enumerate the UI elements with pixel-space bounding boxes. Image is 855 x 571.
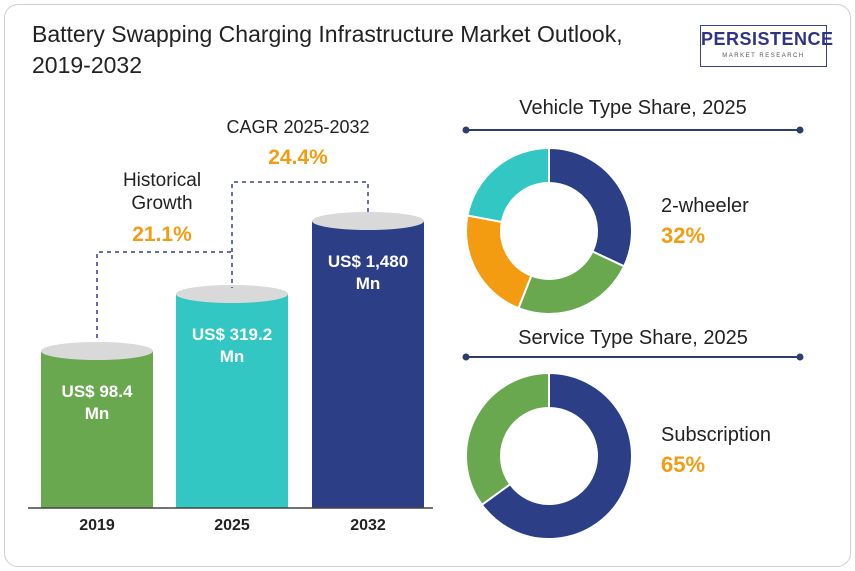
bar-value-label: US$ 319.2 [192,325,272,344]
bar-value-unit: Mn [356,274,381,293]
donut-title: Vehicle Type Share, 2025 [519,97,747,119]
bar-value-label: US$ 98.4 [62,382,133,401]
cagr-value: 24.4% [268,146,328,169]
historical-growth-label-2: Growth [131,193,192,214]
x-tick-label: 2019 [79,517,115,534]
bar-2032 [312,221,424,508]
bar-cap-2019 [41,342,153,360]
donut-callout-label: 2-wheeler [661,195,749,217]
bar-value-unit: Mn [85,404,110,423]
donut-callout-label: Subscription [661,424,771,446]
underline-dot-right [796,126,804,134]
donut-slice-0 [548,146,633,268]
underline-dot-left [462,126,470,134]
bar-2025 [176,294,288,508]
underline-dot-right [796,353,804,361]
donut-slice-1 [465,371,550,507]
historical-growth-value: 21.1% [132,223,192,246]
donut-slice-1 [517,250,626,315]
bar-2019 [41,351,153,508]
x-tick-label: 2025 [214,517,250,534]
donut-callout-value: 65% [661,452,705,477]
logo-tagline: MARKET RESEARCH [722,53,805,59]
historical-growth-label: Historical [123,170,201,191]
bar-value-unit: Mn [220,347,245,366]
page-title: Battery Swapping Charging Infrastructure… [32,21,623,78]
bar-cap-2032 [312,212,424,230]
donut-callout-value: 32% [661,223,705,248]
historical-connector [96,251,233,338]
donut-slice-2 [465,214,533,310]
cagr-connector [231,181,369,252]
donut-slice-0 [480,371,633,540]
donut-slice-3 [466,146,550,224]
logo-name: PERSISTENCE [701,29,834,49]
underline-dot-left [462,353,470,361]
brand-logo: PERSISTENCE MARKET RESEARCH [700,25,834,67]
x-tick-label: 2032 [350,517,386,534]
bar-cap-2025 [176,285,288,303]
bar-value-label: US$ 1,480 [328,252,408,271]
cagr-label: CAGR 2025-2032 [226,117,369,137]
donut-title: Service Type Share, 2025 [518,327,748,349]
